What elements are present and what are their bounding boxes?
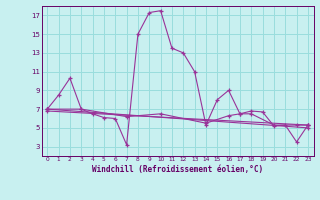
X-axis label: Windchill (Refroidissement éolien,°C): Windchill (Refroidissement éolien,°C) [92,165,263,174]
